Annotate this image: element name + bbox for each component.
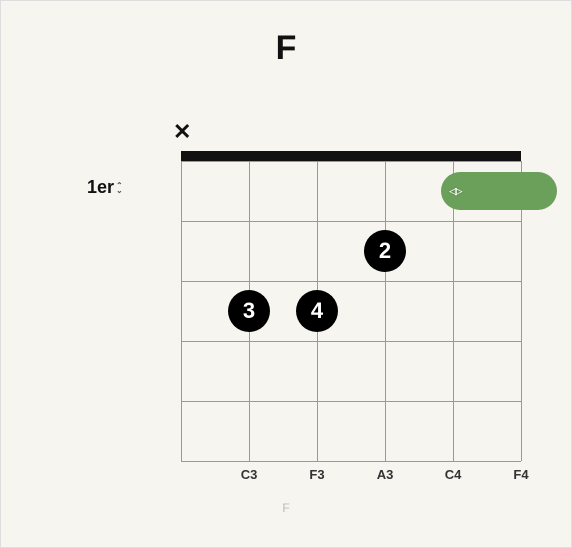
barre-resize-handle-icon[interactable]: ◁▷: [449, 184, 461, 199]
chord-title: F: [1, 29, 571, 68]
fret-line: [181, 161, 521, 162]
barre-indicator[interactable]: ◁▷: [441, 172, 557, 210]
fret-line: [181, 281, 521, 282]
starting-fret-label[interactable]: 1er ⌃⌄: [87, 177, 123, 198]
fret-label-text: 1er: [87, 177, 114, 198]
fret-line: [181, 221, 521, 222]
fret-line: [181, 341, 521, 342]
fretboard-nut: [181, 151, 521, 161]
string-note-label: C3: [241, 467, 258, 482]
mute-string-marker: ✕: [173, 119, 191, 145]
finger-dot[interactable]: 3: [228, 290, 270, 332]
finger-dot[interactable]: 4: [296, 290, 338, 332]
fret-line: [181, 401, 521, 402]
string-note-label: F4: [513, 467, 528, 482]
string-note-label: A3: [377, 467, 394, 482]
string-note-label: F3: [309, 467, 324, 482]
string-line: [385, 161, 386, 461]
fret-stepper-icon[interactable]: ⌃⌄: [116, 183, 123, 193]
string-note-label: C4: [445, 467, 462, 482]
finger-dot[interactable]: 2: [364, 230, 406, 272]
fret-line: [181, 461, 521, 462]
string-line: [181, 161, 182, 461]
footer-chord-label: F: [1, 501, 571, 515]
